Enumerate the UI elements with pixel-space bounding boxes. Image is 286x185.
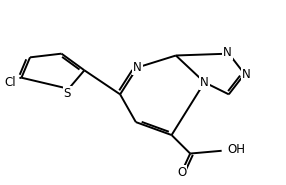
Text: N: N [242, 68, 250, 80]
Text: OH: OH [227, 143, 245, 156]
Text: N: N [133, 61, 142, 74]
Text: N: N [200, 76, 209, 89]
Text: Cl: Cl [4, 76, 15, 89]
Text: S: S [63, 87, 71, 100]
Text: O: O [177, 166, 186, 179]
Text: N: N [223, 46, 232, 59]
